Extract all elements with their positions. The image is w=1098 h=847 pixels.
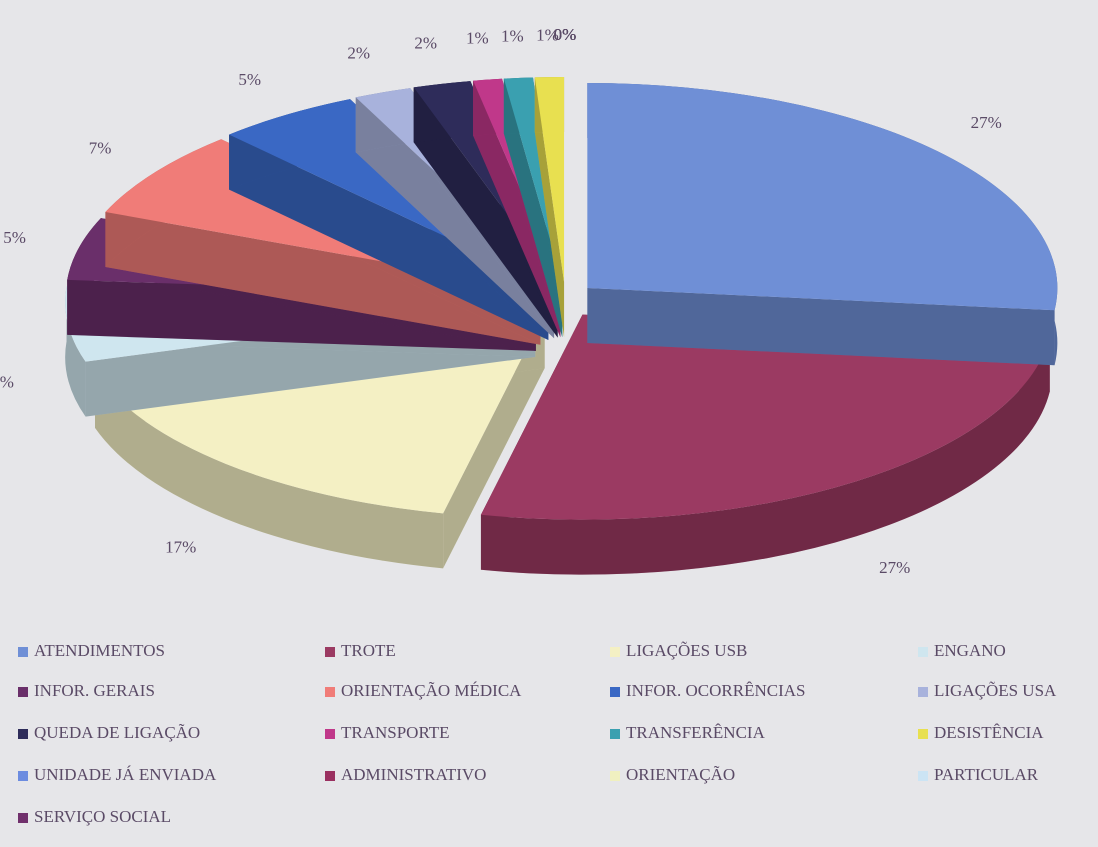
slice-shade xyxy=(229,134,549,341)
slice-shade xyxy=(105,212,541,345)
data-label: 7% xyxy=(89,139,112,158)
slice-side xyxy=(413,87,558,338)
slice-side xyxy=(443,313,545,569)
legend-label: INFOR. OCORRÊNCIAS xyxy=(626,681,805,700)
legend-swatch xyxy=(610,729,620,739)
slice-side xyxy=(229,134,549,341)
slice-side xyxy=(480,336,1050,575)
legend-label: ENGANO xyxy=(934,641,1006,660)
data-label: 2% xyxy=(347,43,370,62)
legend-label: UNIDADE JÁ ENVIADA xyxy=(34,765,217,784)
legend-label: QUEDA DE LIGAÇÃO xyxy=(34,723,200,742)
data-label: 5% xyxy=(3,228,26,247)
data-label: 0% xyxy=(554,25,577,44)
slice-side xyxy=(473,80,561,338)
legend-swatch xyxy=(918,729,928,739)
legend-label: INFOR. GERAIS xyxy=(34,681,155,700)
legend-swatch xyxy=(18,771,28,781)
data-label: 1% xyxy=(536,25,559,44)
slice xyxy=(587,82,1058,366)
legend-swatch xyxy=(610,687,620,697)
slice-side xyxy=(355,97,555,339)
legend-label: LIGAÇÕES USA xyxy=(934,681,1057,700)
slice-side xyxy=(105,212,541,345)
slice-side xyxy=(587,287,1055,366)
data-label: 27% xyxy=(879,558,910,577)
slice-shade xyxy=(443,313,545,569)
data-label: 1% xyxy=(466,28,489,47)
data-label: 2% xyxy=(414,33,437,52)
slice-side xyxy=(503,78,563,338)
legend-label: ATENDIMENTOS xyxy=(34,641,165,660)
legend-swatch xyxy=(325,687,335,697)
slice-shade xyxy=(587,287,1055,366)
slice-shade xyxy=(413,87,558,338)
pie xyxy=(65,77,1058,575)
legend-swatch xyxy=(918,647,928,657)
slice-shade xyxy=(355,97,555,339)
slice-shade xyxy=(503,78,563,338)
slice-shade xyxy=(480,336,1050,575)
legend-label: SERVIÇO SOCIAL xyxy=(34,807,171,826)
legend-label: LIGAÇÕES USB xyxy=(626,641,747,660)
data-label: 17% xyxy=(165,537,196,556)
slice-top xyxy=(587,82,1058,311)
legend-label: ORIENTAÇÃO xyxy=(626,765,735,784)
legend-label: ORIENTAÇÃO MÉDICA xyxy=(341,681,522,700)
slice-side xyxy=(65,286,86,417)
legend-swatch xyxy=(325,771,335,781)
data-label: 0% xyxy=(554,25,577,44)
slice-shade xyxy=(534,77,565,338)
legend-swatch xyxy=(18,687,28,697)
slice-shade xyxy=(65,286,86,417)
legend-label: PARTICULAR xyxy=(934,765,1039,784)
legend-swatch xyxy=(325,647,335,657)
slice xyxy=(534,77,565,338)
slice-shade xyxy=(94,372,444,569)
legend-swatch xyxy=(18,729,28,739)
data-label: 1% xyxy=(501,26,524,45)
slice-top xyxy=(534,77,565,283)
data-label: 0% xyxy=(554,25,577,44)
legend-swatch xyxy=(18,813,28,823)
data-label: 5% xyxy=(238,70,261,89)
legend-label: DESISTÊNCIA xyxy=(934,723,1044,742)
legend-label: TROTE xyxy=(341,641,396,660)
legend-swatch xyxy=(18,647,28,657)
legend-label: TRANSFERÊNCIA xyxy=(626,723,766,742)
legend-swatch xyxy=(610,771,620,781)
slice-side xyxy=(94,372,444,569)
slice-top xyxy=(480,314,1050,520)
legend-label: TRANSPORTE xyxy=(341,723,450,742)
legend-swatch xyxy=(918,687,928,697)
data-label: 27% xyxy=(971,113,1002,132)
legend-swatch xyxy=(918,771,928,781)
legend-swatch xyxy=(325,729,335,739)
data-label: 6% xyxy=(0,373,14,392)
data-label: 0% xyxy=(554,25,577,44)
slice-shade xyxy=(473,80,561,338)
slice-top xyxy=(503,77,563,283)
legend-label: ADMINISTRATIVO xyxy=(341,765,486,784)
legend-swatch xyxy=(610,647,620,657)
slice-side xyxy=(534,77,565,338)
data-label: 0% xyxy=(554,25,577,44)
